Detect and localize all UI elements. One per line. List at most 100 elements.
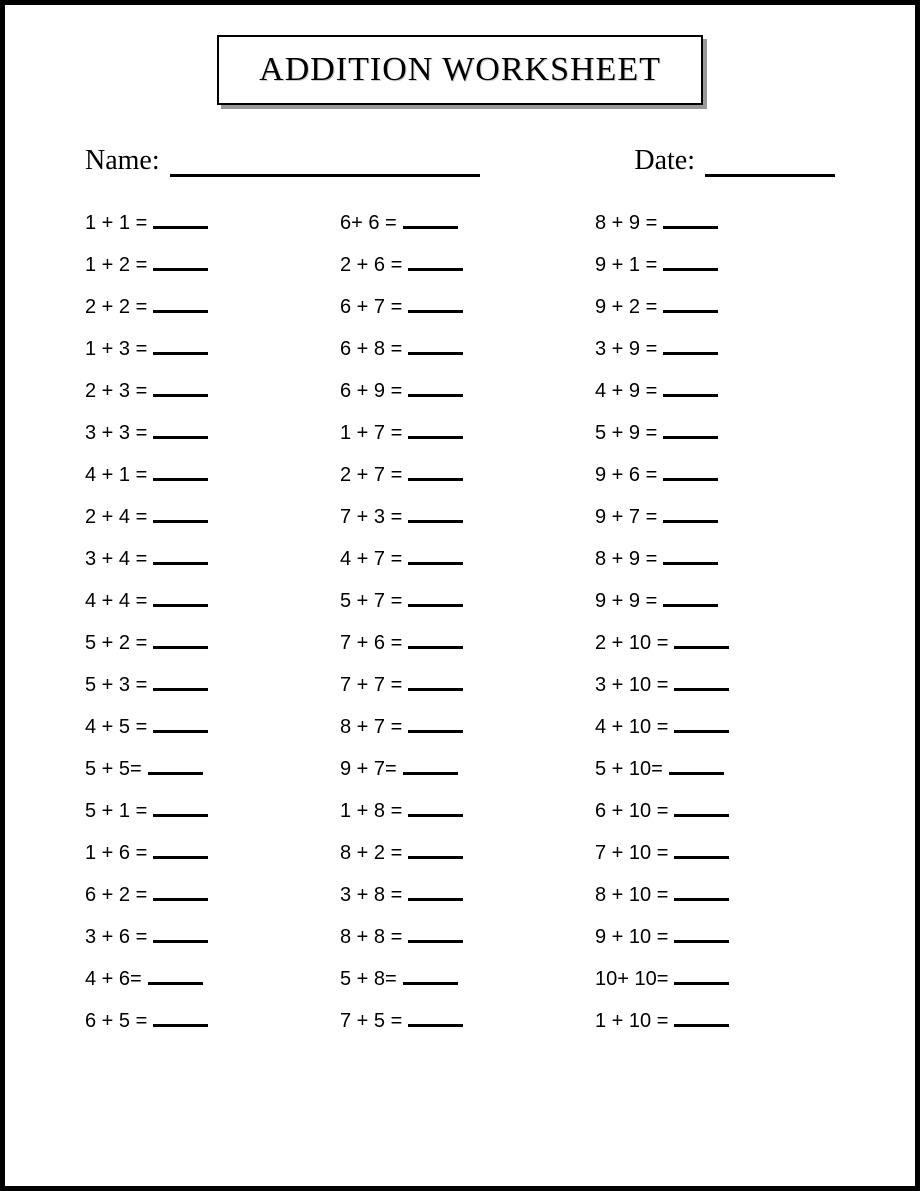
problem-row: 4 + 1 = — [85, 465, 325, 485]
name-label: Name: — [85, 145, 160, 177]
answer-line[interactable] — [408, 385, 463, 397]
problem-expression: 6+ 6 = — [340, 213, 397, 233]
problem-expression: 7 + 5 = — [340, 1011, 402, 1031]
problem-row: 6 + 2 = — [85, 885, 325, 905]
answer-line[interactable] — [663, 427, 718, 439]
problem-row: 6 + 7 = — [340, 297, 580, 317]
problem-row: 1 + 7 = — [340, 423, 580, 443]
problem-expression: 2 + 2 = — [85, 297, 147, 317]
answer-line[interactable] — [153, 931, 208, 943]
problem-expression: 8 + 9 = — [595, 549, 657, 569]
answer-line[interactable] — [663, 385, 718, 397]
date-answer-line[interactable] — [705, 157, 835, 177]
problem-expression: 1 + 1 = — [85, 213, 147, 233]
answer-line[interactable] — [408, 553, 463, 565]
answer-line[interactable] — [408, 847, 463, 859]
problem-row: 10+ 10= — [595, 969, 835, 989]
problem-expression: 2 + 4 = — [85, 507, 147, 527]
problem-expression: 5 + 10= — [595, 759, 663, 779]
answer-line[interactable] — [408, 427, 463, 439]
answer-line[interactable] — [663, 259, 718, 271]
answer-line[interactable] — [674, 679, 729, 691]
problem-expression: 6 + 9 = — [340, 381, 402, 401]
answer-line[interactable] — [408, 931, 463, 943]
answer-line[interactable] — [408, 343, 463, 355]
answer-line[interactable] — [674, 637, 729, 649]
answer-line[interactable] — [153, 805, 208, 817]
answer-line[interactable] — [663, 217, 718, 229]
answer-line[interactable] — [674, 847, 729, 859]
title-box: ADDITION WORKSHEET — [217, 35, 703, 105]
problem-row: 6 + 8 = — [340, 339, 580, 359]
problem-row: 1 + 8 = — [340, 801, 580, 821]
answer-line[interactable] — [153, 847, 208, 859]
answer-line[interactable] — [663, 511, 718, 523]
answer-line[interactable] — [153, 721, 208, 733]
answer-line[interactable] — [153, 343, 208, 355]
problem-row: 1 + 6 = — [85, 843, 325, 863]
answer-line[interactable] — [153, 553, 208, 565]
answer-line[interactable] — [153, 301, 208, 313]
answer-line[interactable] — [408, 889, 463, 901]
answer-line[interactable] — [674, 1015, 729, 1027]
answer-line[interactable] — [663, 343, 718, 355]
answer-line[interactable] — [674, 721, 729, 733]
answer-line[interactable] — [153, 385, 208, 397]
problem-expression: 9 + 6 = — [595, 465, 657, 485]
problem-expression: 1 + 2 = — [85, 255, 147, 275]
answer-line[interactable] — [408, 301, 463, 313]
answer-line[interactable] — [148, 973, 203, 985]
answer-line[interactable] — [153, 679, 208, 691]
problem-row: 5 + 2 = — [85, 633, 325, 653]
answer-line[interactable] — [408, 1015, 463, 1027]
worksheet-page: ADDITION WORKSHEET Name: Date: 1 + 1 =1 … — [0, 0, 920, 1191]
answer-line[interactable] — [148, 763, 203, 775]
problem-column-2: 6+ 6 = 2 + 6 = 6 + 7 = 6 + 8 = 6 + 9 = 1 + 7 … — [340, 213, 580, 1031]
answer-line[interactable] — [408, 637, 463, 649]
answer-line[interactable] — [408, 679, 463, 691]
name-answer-line[interactable] — [170, 157, 480, 177]
answer-line[interactable] — [408, 595, 463, 607]
answer-line[interactable] — [403, 217, 458, 229]
answer-line[interactable] — [403, 763, 458, 775]
problem-row: 4 + 9 = — [595, 381, 835, 401]
problem-row: 8 + 9 = — [595, 213, 835, 233]
answer-line[interactable] — [403, 973, 458, 985]
answer-line[interactable] — [153, 259, 208, 271]
answer-line[interactable] — [153, 511, 208, 523]
problem-expression: 1 + 6 = — [85, 843, 147, 863]
answer-line[interactable] — [663, 469, 718, 481]
answer-line[interactable] — [408, 511, 463, 523]
answer-line[interactable] — [153, 595, 208, 607]
answer-line[interactable] — [153, 637, 208, 649]
answer-line[interactable] — [408, 469, 463, 481]
problem-row: 9 + 2 = — [595, 297, 835, 317]
answer-line[interactable] — [153, 469, 208, 481]
problem-expression: 2 + 10 = — [595, 633, 668, 653]
answer-line[interactable] — [408, 259, 463, 271]
problem-row: 9 + 6 = — [595, 465, 835, 485]
answer-line[interactable] — [669, 763, 724, 775]
problem-row: 9 + 10 = — [595, 927, 835, 947]
answer-line[interactable] — [674, 889, 729, 901]
answer-line[interactable] — [153, 889, 208, 901]
answer-line[interactable] — [663, 553, 718, 565]
problem-row: 8 + 9 = — [595, 549, 835, 569]
answer-line[interactable] — [408, 721, 463, 733]
answer-line[interactable] — [153, 427, 208, 439]
answer-line[interactable] — [663, 301, 718, 313]
problem-row: 1 + 10 = — [595, 1011, 835, 1031]
problem-row: 1 + 3 = — [85, 339, 325, 359]
answer-line[interactable] — [663, 595, 718, 607]
problem-row: 4 + 7 = — [340, 549, 580, 569]
problem-row: 5 + 10= — [595, 759, 835, 779]
problem-row: 8 + 10 = — [595, 885, 835, 905]
problem-row: 2 + 6 = — [340, 255, 580, 275]
answer-line[interactable] — [674, 931, 729, 943]
answer-line[interactable] — [153, 217, 208, 229]
answer-line[interactable] — [674, 805, 729, 817]
answer-line[interactable] — [408, 805, 463, 817]
answer-line[interactable] — [153, 1015, 208, 1027]
problem-column-3: 8 + 9 =9 + 1 =9 + 2 =3 + 9 =4 + 9 =5 + 9… — [595, 213, 835, 1031]
answer-line[interactable] — [674, 973, 729, 985]
